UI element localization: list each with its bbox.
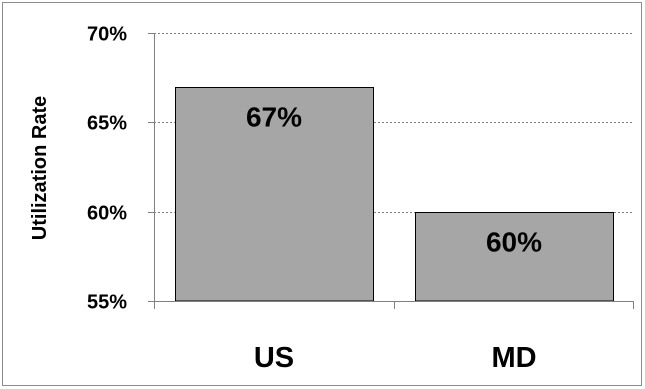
y-tick-label: 60% <box>87 203 127 225</box>
x-category-label: US <box>254 342 294 374</box>
bar-md <box>415 212 614 302</box>
bars <box>175 87 614 302</box>
y-tick-label: 65% <box>87 113 127 135</box>
axes <box>148 33 634 309</box>
x-category-label: MD <box>491 342 536 374</box>
data-label: 67% <box>246 102 302 133</box>
labels: 55% 60% 65% 70% 67% US 60% MD <box>87 24 542 375</box>
y-axis-title: Utilization Rate <box>29 96 51 240</box>
y-tick-label: 55% <box>87 292 127 314</box>
bar-us <box>175 87 374 302</box>
data-label: 60% <box>486 227 542 258</box>
y-tick-label: 70% <box>87 24 127 46</box>
